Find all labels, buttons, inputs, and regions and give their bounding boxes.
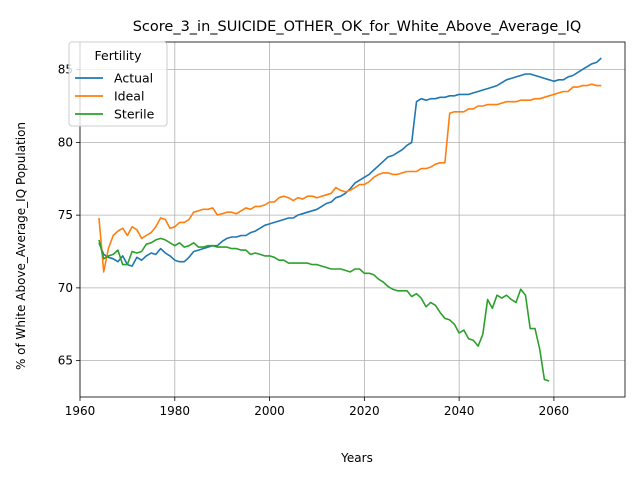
plot-area [79, 41, 626, 398]
chart-title: Score_3_in_SUICIDE_OTHER_OK_for_White_Ab… [133, 19, 582, 35]
legend-items: Actual Ideal Sterile [75, 71, 155, 122]
x-tick-label: 2000 [254, 404, 285, 418]
series-line-ideal [98, 83, 602, 273]
x-tick-label: 2020 [349, 404, 380, 418]
x-tick-label: 2040 [444, 404, 475, 418]
grid [79, 42, 625, 397]
y-tick-label: 65 [58, 354, 73, 368]
legend-item-sterile: Sterile [75, 107, 155, 122]
y-tick-label: 75 [58, 208, 73, 222]
legend-label: Ideal [114, 89, 144, 104]
legend-item-ideal: Ideal [75, 89, 144, 104]
x-tick-label: 1980 [160, 404, 191, 418]
y-axis-label: % of White Above_Average_IQ Population [14, 122, 28, 370]
x-tick-label: 2060 [539, 404, 570, 418]
legend-label: Actual [114, 71, 153, 86]
legend: Fertility Actual Ideal Sterile [68, 41, 168, 127]
legend-label: Sterile [114, 107, 155, 122]
legend-item-actual: Actual [75, 71, 153, 86]
series-lines [98, 57, 602, 382]
y-tick-label: 70 [58, 281, 73, 295]
x-axis-label: Years [340, 451, 373, 465]
series-line-actual [98, 57, 602, 267]
y-tick-label: 80 [58, 135, 73, 149]
legend-box [68, 41, 168, 127]
series-line-sterile [98, 237, 550, 382]
x-tick-label: 1960 [65, 404, 96, 418]
x-axis-ticks: 1960 1980 2000 2020 2040 2060 [65, 397, 569, 418]
legend-title: Fertility [95, 48, 143, 63]
